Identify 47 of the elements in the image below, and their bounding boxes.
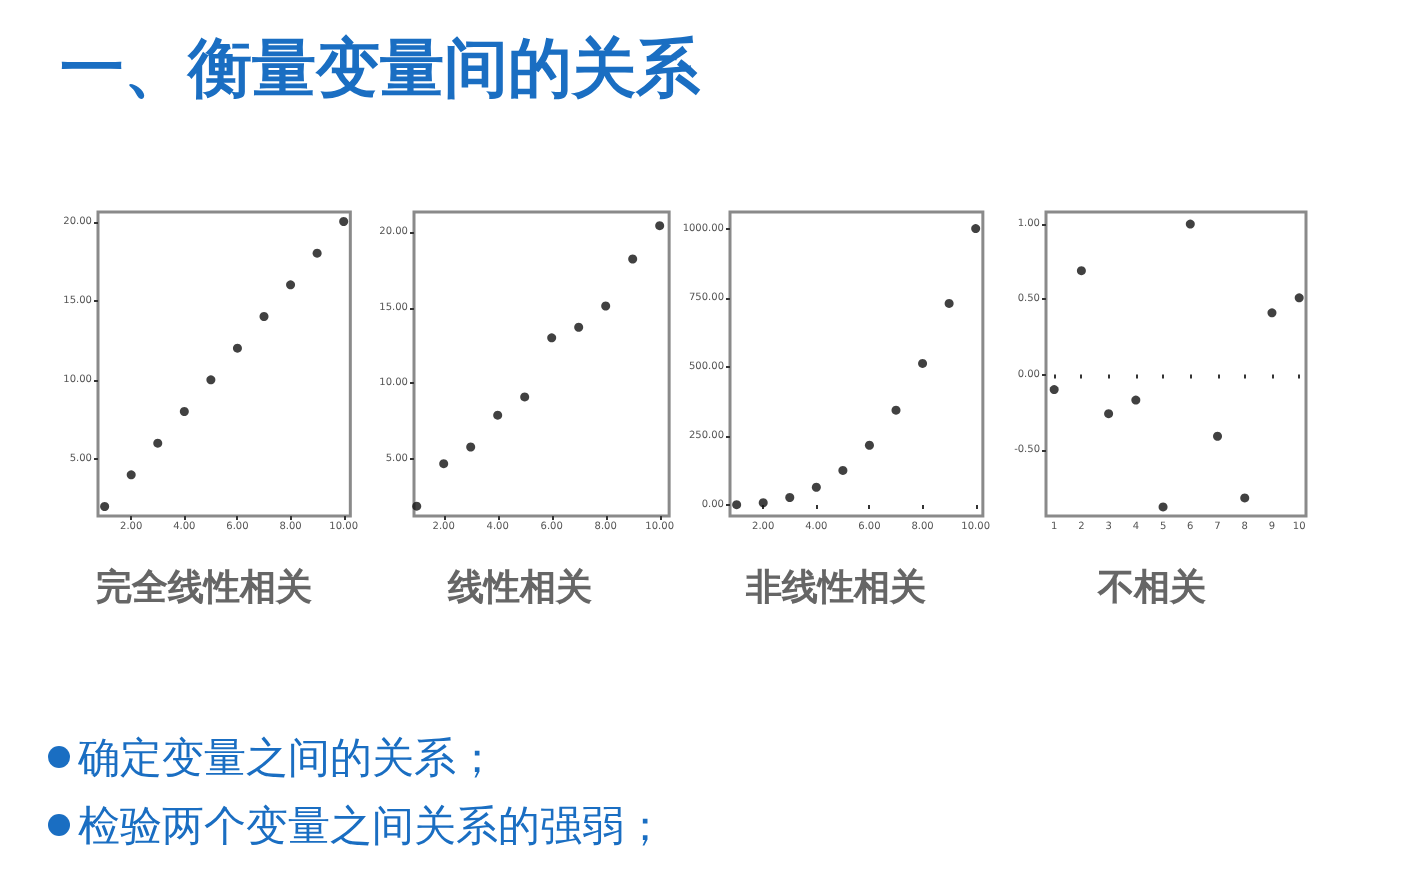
text: 一、衡量变量间的关系 [60, 28, 700, 108]
text: 检验两个变量之间关系的强弱； [78, 802, 666, 850]
point [655, 221, 665, 231]
point [1131, 395, 1141, 405]
point [891, 405, 901, 415]
point [971, 224, 981, 234]
point [547, 333, 557, 343]
point [412, 501, 422, 511]
point [439, 459, 449, 469]
point [232, 343, 242, 353]
point [179, 407, 189, 416]
point [811, 482, 821, 492]
point [574, 322, 584, 332]
point [100, 502, 110, 511]
point [628, 254, 638, 264]
point [206, 375, 216, 385]
text: 不相关 [1096, 567, 1206, 609]
text: 完全线性相关 [96, 567, 312, 609]
point [864, 440, 874, 450]
point [1104, 409, 1114, 419]
point [153, 438, 163, 448]
point [1240, 493, 1250, 503]
point [1213, 431, 1223, 441]
point [520, 392, 530, 402]
point [1185, 219, 1195, 229]
point [758, 498, 768, 508]
point [339, 217, 349, 226]
point [466, 442, 476, 452]
point [259, 312, 269, 321]
point [918, 358, 928, 368]
point [1049, 385, 1059, 395]
point [312, 248, 322, 258]
point [944, 298, 954, 308]
point [1267, 308, 1277, 318]
point [785, 492, 795, 502]
point [1158, 502, 1168, 512]
point [732, 500, 742, 510]
point [286, 280, 296, 290]
text: 线性相关 [446, 567, 592, 609]
text: 非线性相关 [744, 567, 926, 609]
point [601, 301, 611, 311]
point [838, 465, 848, 475]
text: 确定变量之间的关系； [78, 734, 498, 782]
point [126, 470, 136, 480]
point [493, 410, 503, 420]
point [1294, 293, 1304, 303]
point [1076, 266, 1086, 276]
